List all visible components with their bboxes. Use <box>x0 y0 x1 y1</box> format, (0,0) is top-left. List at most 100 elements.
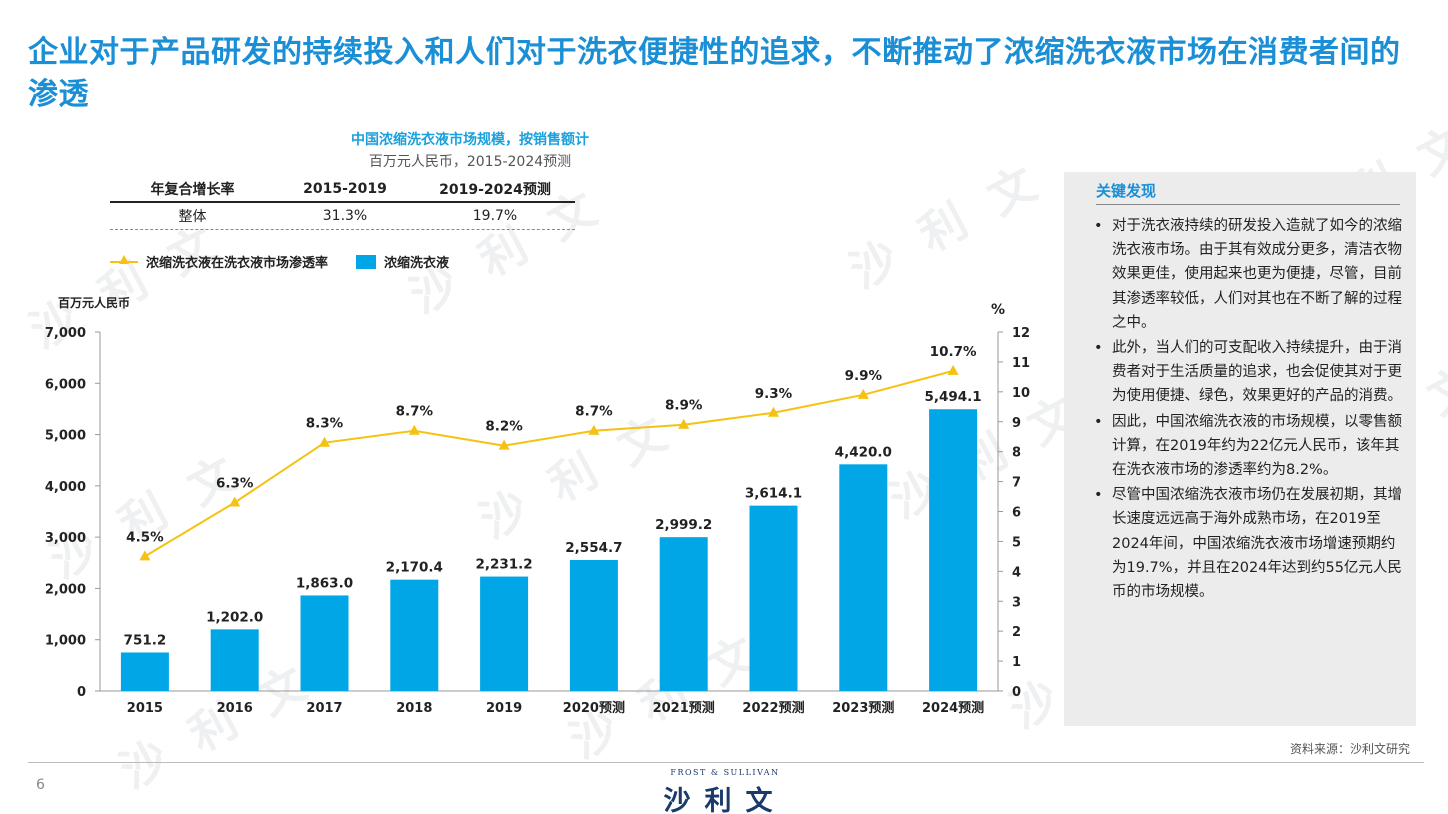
line-value-label: 8.7% <box>575 404 613 420</box>
y-tick-label-right: 11 <box>1012 356 1030 371</box>
x-tick-label: 2016 <box>217 701 253 716</box>
line-value-label: 8.7% <box>396 404 434 420</box>
key-findings-list: 对于洗衣液持续的研发投入造就了如今的浓缩洗衣液市场。由于其有效成分更多，清洁衣物… <box>1094 214 1404 605</box>
legend-line-label: 浓缩洗衣液在洗衣液市场渗透率 <box>146 256 329 271</box>
line-value-label: 9.9% <box>845 368 883 384</box>
x-tick-label: 2022预测 <box>742 700 804 716</box>
line-point <box>498 439 510 450</box>
legend-line-marker <box>110 254 138 264</box>
source-note: 资料来源：沙利文研究 <box>1289 742 1410 756</box>
cagr-table-row: 整体 31.3% 19.7% <box>110 203 575 230</box>
bar <box>569 559 618 691</box>
line-point <box>768 406 779 417</box>
y-tick-label-left: 3,000 <box>45 531 86 546</box>
bar-value-label: 3,614.1 <box>745 486 802 502</box>
x-tick-label: 2017 <box>306 701 342 716</box>
line-value-label: 9.3% <box>755 386 793 402</box>
key-findings-panel: 关键发现 对于洗衣液持续的研发投入造就了如今的浓缩洗衣液市场。由于其有效成分更多… <box>1064 172 1416 726</box>
bar-value-label: 1,202.0 <box>206 609 263 625</box>
bar-value-label: 5,494.1 <box>924 389 981 405</box>
cagr-table: 年复合增长率 2015-2019 2019-2024预测 整体 31.3% 19… <box>110 176 575 230</box>
key-findings-divider <box>1096 204 1400 205</box>
x-tick-label: 2021预测 <box>653 700 715 716</box>
line-point <box>139 550 151 561</box>
y-tick-label-right: 9 <box>1012 416 1021 431</box>
x-tick-label: 2023预测 <box>832 700 894 716</box>
cagr-header-cell: 2015-2019 <box>303 180 387 197</box>
finding-item: 因此，中国浓缩洗衣液的市场规模，以零售额计算，在2019年约为22亿元人民币，该… <box>1094 410 1404 483</box>
logo-subtext: FROST & SULLIVAN <box>670 768 780 777</box>
bar-value-label: 2,554.7 <box>565 540 622 556</box>
finding-item: 对于洗衣液持续的研发投入造就了如今的浓缩洗衣液市场。由于其有效成分更多，清洁衣物… <box>1094 214 1404 335</box>
y-tick-label-left: 5,000 <box>45 429 86 444</box>
bar <box>749 505 798 691</box>
key-findings-title: 关键发现 <box>1096 182 1157 200</box>
bar <box>300 595 349 691</box>
y-tick-label-right: 10 <box>1012 386 1030 401</box>
y-tick-label-right: 1 <box>1012 655 1021 670</box>
page-number: 6 <box>36 777 45 793</box>
cagr-cell: 31.3% <box>322 208 368 224</box>
footer-divider <box>28 762 1424 763</box>
line-series <box>144 369 954 558</box>
cagr-header-cell: 年复合增长率 <box>150 181 235 198</box>
y-tick-label-left: 1,000 <box>45 634 86 649</box>
y-tick-label-right: 2 <box>1012 625 1021 640</box>
combo-chart: 01,0002,0003,0004,0005,0006,0007,0000123… <box>45 326 1030 716</box>
bar <box>210 629 259 691</box>
cagr-cell: 19.7% <box>472 208 518 224</box>
x-tick-label: 2020预测 <box>563 700 625 716</box>
y-tick-label-left: 4,000 <box>45 480 86 495</box>
y-tick-label-left: 6,000 <box>45 377 86 392</box>
bar <box>839 464 888 691</box>
y-tick-label-right: 4 <box>1012 565 1021 580</box>
bar <box>390 579 439 691</box>
line-value-label: 10.7% <box>930 344 977 360</box>
y-tick-label-right: 0 <box>1012 685 1021 700</box>
finding-item: 尽管中国浓缩洗衣液市场仍在发展初期，其增长速度远远高于海外成熟市场，在2019至… <box>1094 483 1404 604</box>
line-point <box>408 424 420 435</box>
legend-bar-swatch <box>356 254 377 269</box>
bar-value-label: 1,863.0 <box>296 575 353 591</box>
line-value-label: 8.2% <box>485 419 523 435</box>
y-tick-label-right: 12 <box>1012 326 1030 341</box>
bar-value-label: 4,420.0 <box>835 444 892 460</box>
x-tick-label: 2024预测 <box>922 700 984 716</box>
line-point <box>588 424 600 435</box>
line-value-label: 8.3% <box>306 416 344 432</box>
line-point <box>678 418 690 429</box>
y-axis-unit-right: % <box>991 302 1006 318</box>
chart-title: 中国浓缩洗衣液市场规模，按销售额计 <box>351 132 589 148</box>
bar-value-label: 2,999.2 <box>655 517 712 533</box>
bar <box>659 537 708 691</box>
line-point <box>857 388 869 399</box>
watermark: 沙 利 文 <box>841 152 1052 299</box>
bar <box>120 652 169 691</box>
y-tick-label-left: 7,000 <box>45 326 86 341</box>
x-tick-label: 2015 <box>127 701 163 716</box>
bar-value-label: 2,170.4 <box>386 560 443 576</box>
bar <box>480 576 529 691</box>
y-tick-label-left: 2,000 <box>45 582 86 597</box>
bar-value-label: 751.2 <box>124 632 167 648</box>
y-tick-label-right: 6 <box>1012 506 1021 521</box>
y-tick-label-right: 7 <box>1012 476 1021 491</box>
line-point <box>947 364 959 375</box>
x-tick-label: 2018 <box>396 701 432 716</box>
slide-title: 企业对于产品研发的持续投入和人们对于洗衣便捷性的追求，不断推动了浓缩洗衣液市场在… <box>28 35 1401 112</box>
x-tick-label: 2019 <box>486 701 522 716</box>
y-tick-label-right: 5 <box>1012 535 1021 550</box>
line-value-label: 8.9% <box>665 398 703 414</box>
chart-subtitle: 百万元人民币，2015-2024预测 <box>368 154 572 170</box>
bar <box>929 409 978 691</box>
line-point <box>319 436 330 447</box>
line-value-label: 4.5% <box>126 529 164 545</box>
line-point <box>229 496 241 507</box>
chart-legend: 浓缩洗衣液在洗衣液市场渗透率 浓缩洗衣液 <box>110 252 449 271</box>
y-tick-label-left: 0 <box>77 685 86 700</box>
y-axis-unit-left: 百万元人民币 <box>58 296 131 310</box>
company-logo: 沙利文 <box>663 786 787 814</box>
y-tick-label-right: 3 <box>1012 595 1021 610</box>
legend-bar-label: 浓缩洗衣液 <box>384 256 450 271</box>
bar-value-label: 2,231.2 <box>475 557 532 573</box>
